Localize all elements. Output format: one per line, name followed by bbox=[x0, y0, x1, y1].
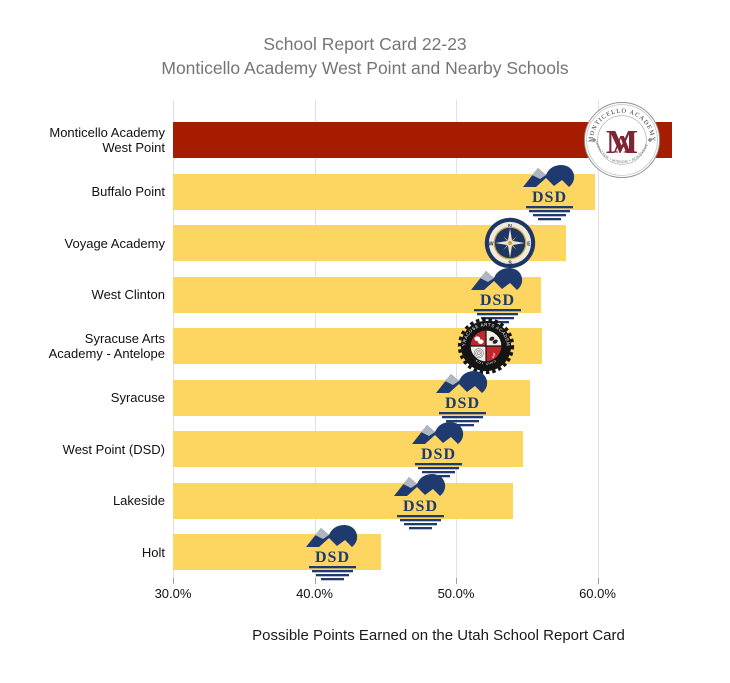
davis-school-district-logo-icon: DSD bbox=[392, 471, 449, 531]
category-label-syracuse-arts-academy-antelope: Syracuse Arts Academy - Antelope bbox=[48, 331, 165, 361]
category-label-west-clinton: West Clinton bbox=[91, 287, 165, 302]
gridline-60 bbox=[597, 100, 599, 578]
svg-text:DSD: DSD bbox=[402, 498, 437, 515]
bar-west-point-dsd bbox=[173, 431, 523, 467]
x-tick-label-30: 30.0% bbox=[154, 586, 192, 601]
svg-text:W: W bbox=[489, 241, 495, 247]
x-tick-label-50: 50.0% bbox=[437, 586, 475, 601]
davis-school-district-logo-icon: DSD bbox=[434, 368, 491, 428]
chart-title: School Report Card 22-23 Monticello Acad… bbox=[0, 33, 730, 80]
svg-text:DSD: DSD bbox=[479, 292, 514, 309]
davis-school-district-logo-icon: DSD bbox=[469, 265, 526, 325]
category-label-holt: Holt bbox=[141, 544, 165, 560]
svg-text:DSD: DSD bbox=[531, 189, 566, 206]
svg-text:DSD: DSD bbox=[444, 395, 479, 412]
svg-text:DSD: DSD bbox=[420, 446, 455, 463]
chart-title-line2: Monticello Academy West Point and Nearby… bbox=[161, 57, 569, 78]
x-tick-label-60: 60.0% bbox=[579, 586, 616, 601]
svg-text:DSD: DSD bbox=[314, 549, 349, 566]
category-label-monticello-academy-west-point: Monticello Academy West Point bbox=[49, 125, 165, 155]
svg-text:♪: ♪ bbox=[491, 350, 496, 361]
davis-school-district-logo-icon: DSD bbox=[521, 162, 578, 222]
category-label-west-point-dsd: West Point (DSD) bbox=[62, 441, 165, 457]
category-label-syracuse: Syracuse bbox=[110, 390, 165, 405]
x-axis-tick-60 bbox=[597, 578, 599, 584]
x-tick-label-40: 40.0% bbox=[296, 586, 333, 601]
bar-buffalo-point bbox=[173, 173, 595, 210]
svg-text:E: E bbox=[527, 241, 531, 247]
x-axis-tick-50 bbox=[456, 578, 457, 584]
svg-text:S: S bbox=[508, 261, 512, 267]
category-label-lakeside: Lakeside bbox=[112, 493, 165, 508]
x-axis-tick-30 bbox=[173, 578, 174, 584]
syracuse-arts-academy-badge-icon: SYRACUSE ARTS ACADEMY EST 2005 ♪ bbox=[457, 317, 515, 375]
davis-school-district-logo-icon: DSD bbox=[304, 522, 361, 582]
category-label-buffalo-point: Buffalo Point bbox=[91, 184, 165, 199]
bar-lakeside bbox=[173, 482, 513, 519]
svg-text:M: M bbox=[606, 124, 638, 161]
chart-title-line1: School Report Card 22-23 bbox=[263, 34, 467, 54]
x-axis-title: Possible Points Earned on the Utah Schoo… bbox=[252, 627, 625, 644]
x-axis-tick-40 bbox=[314, 578, 316, 584]
category-label-voyage-academy: Voyage Academy bbox=[64, 235, 165, 251]
voyage-academy-compass-icon: N E S W bbox=[483, 216, 537, 270]
monticello-academy-seal-icon: MONTICELLO ACADEMY CHARACTER • WISDOM • … bbox=[583, 101, 661, 179]
svg-text:A: A bbox=[613, 131, 632, 159]
